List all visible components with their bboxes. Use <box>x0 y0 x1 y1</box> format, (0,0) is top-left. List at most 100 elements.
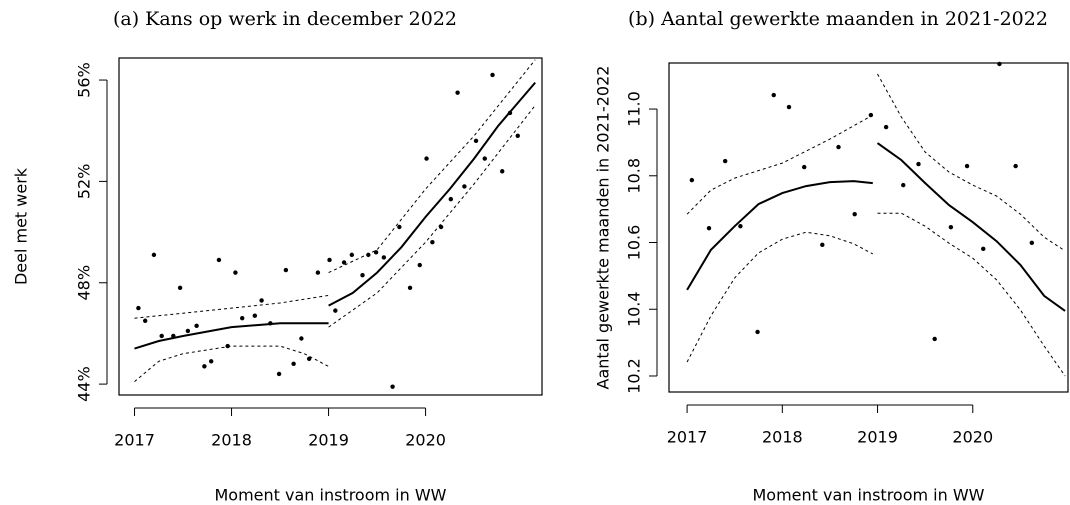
data-point <box>306 356 312 361</box>
data-point <box>490 72 495 78</box>
data-point <box>836 144 841 150</box>
fit-line <box>876 142 1066 312</box>
x-axis-label: Moment van instroom in WW <box>214 486 446 505</box>
y-axis-label: Aantal gewerkte maanden in 2021-2022 <box>594 66 613 390</box>
data-point <box>276 371 282 377</box>
data-point <box>706 225 712 231</box>
data-point <box>1013 163 1018 169</box>
confidence-line <box>134 294 329 319</box>
data-point <box>216 257 222 263</box>
confidence-line <box>328 105 536 328</box>
data-point <box>997 61 1002 67</box>
x-tick-label: 2018 <box>762 428 803 447</box>
data-point <box>852 211 857 217</box>
confidence-line <box>328 59 536 274</box>
x-axis-label: Moment van instroom in WW <box>752 486 984 505</box>
x-tick-label: 2018 <box>211 431 252 450</box>
data-point <box>373 250 379 255</box>
data-point <box>430 240 435 245</box>
x-tick-label: 2019 <box>857 428 898 447</box>
data-point <box>932 336 937 342</box>
x-tick-label: 2017 <box>114 431 155 450</box>
data-point <box>455 90 460 95</box>
data-point <box>194 323 199 329</box>
y-tick-label: 56% <box>75 62 94 98</box>
data-point <box>142 318 148 323</box>
data-point <box>291 361 296 367</box>
x-tick-label: 2020 <box>405 431 446 450</box>
data-point <box>771 92 776 98</box>
y-tick-label: 10.2 <box>625 358 644 394</box>
y-tick-label: 48% <box>75 265 94 301</box>
data-point <box>299 336 304 341</box>
data-point <box>755 329 760 335</box>
data-point <box>397 224 402 230</box>
data-point <box>802 164 807 170</box>
data-point <box>381 255 387 260</box>
y-tick-label: 52% <box>75 164 94 200</box>
data-point <box>259 298 264 303</box>
x-tick-label: 2019 <box>308 431 349 450</box>
data-point <box>240 316 245 321</box>
data-point <box>177 285 183 291</box>
y-tick-label: 44% <box>75 366 94 402</box>
chart-title: (a) Kans op werk in december 2022 <box>113 8 457 30</box>
data-point <box>473 138 479 144</box>
confidence-line <box>134 345 329 382</box>
data-point <box>390 384 395 389</box>
data-point <box>1029 240 1035 246</box>
data-point <box>868 112 874 118</box>
data-point <box>981 246 986 252</box>
data-point <box>916 161 921 167</box>
x-tick-label: 2020 <box>952 428 993 447</box>
chart-title: (b) Aantal gewerkte maanden in 2021-2022 <box>628 8 1048 30</box>
data-point <box>689 177 695 183</box>
data-point <box>349 252 355 258</box>
data-point <box>462 184 467 189</box>
data-point <box>151 252 157 258</box>
data-point <box>252 313 258 318</box>
fit-line <box>134 322 329 350</box>
data-point <box>208 359 214 364</box>
data-point <box>315 270 321 275</box>
data-point <box>448 196 454 202</box>
data-point <box>820 242 825 248</box>
plot-frame <box>118 57 543 396</box>
data-point <box>948 224 954 230</box>
data-point <box>341 260 347 265</box>
data-point <box>901 182 906 188</box>
data-point <box>202 364 207 369</box>
data-point <box>786 104 792 110</box>
fit-line <box>328 81 536 307</box>
confidence-line <box>877 212 1066 377</box>
confidence-line <box>686 231 874 363</box>
y-tick-label: 10.6 <box>625 225 644 261</box>
data-point <box>482 156 487 161</box>
data-point <box>438 224 444 230</box>
data-point <box>159 333 164 339</box>
data-point <box>964 163 970 169</box>
fit-line <box>686 180 873 291</box>
data-point <box>327 257 332 263</box>
data-point <box>883 124 889 130</box>
data-point <box>225 343 230 349</box>
y-tick-label: 11.0 <box>625 91 644 127</box>
data-point <box>515 133 520 138</box>
data-point <box>407 285 413 291</box>
y-tick-label: 10.4 <box>625 291 644 327</box>
data-point <box>500 169 505 174</box>
data-point <box>185 328 191 334</box>
data-point <box>283 267 289 273</box>
data-point <box>360 272 365 278</box>
confidence-line <box>877 73 1066 252</box>
y-tick-label: 10.8 <box>625 158 644 194</box>
data-point <box>722 158 728 164</box>
data-point <box>417 262 422 268</box>
data-point <box>333 308 338 313</box>
x-tick-label: 2017 <box>667 428 708 447</box>
plot-frame <box>668 62 1069 393</box>
confidence-line <box>686 114 874 215</box>
data-point <box>738 223 743 229</box>
